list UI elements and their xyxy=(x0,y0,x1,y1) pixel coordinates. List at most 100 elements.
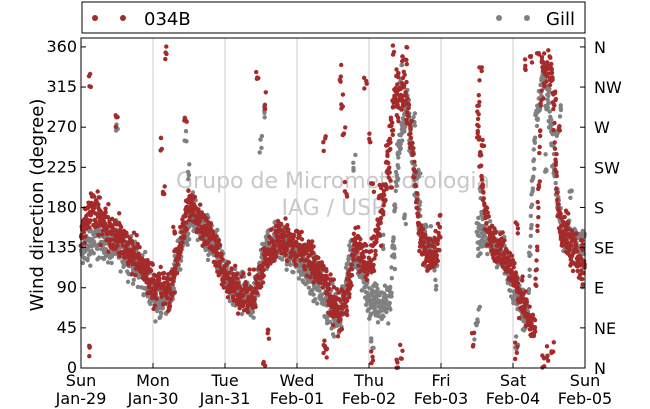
034b-point-561 xyxy=(213,259,218,265)
034b-point-2068 xyxy=(391,49,397,55)
gill-point-1353 xyxy=(402,124,408,129)
034b-point-1249 xyxy=(378,220,383,226)
gill-point-2023 xyxy=(543,169,548,174)
gill-point-720 xyxy=(251,315,256,320)
034b-point-197 xyxy=(126,262,131,267)
x-tick-weekday-0: Sun xyxy=(66,371,96,390)
034b-point-1835 xyxy=(555,197,560,202)
gill-point-1955 xyxy=(262,115,267,120)
034b-point-1762 xyxy=(538,133,543,139)
gill-point-2030 xyxy=(558,103,563,108)
034b-point-1596 xyxy=(497,252,502,257)
034b-point-1250 xyxy=(378,215,384,221)
034b-point-811 xyxy=(273,243,278,248)
034b-point-920 xyxy=(299,229,304,235)
gill-point-1974 xyxy=(381,232,386,237)
gill-point-986 xyxy=(315,301,320,306)
034b-point-1617 xyxy=(502,238,507,243)
034b-point-1430 xyxy=(422,239,427,245)
gill-point-2002 xyxy=(369,339,374,344)
034b-point-1227 xyxy=(373,252,378,257)
034b-point-1743 xyxy=(532,329,538,334)
034b-point-1435 xyxy=(423,232,428,238)
034b-point-1154 xyxy=(356,225,361,230)
034b-point-1755 xyxy=(535,199,540,205)
gill-point-1729 xyxy=(532,140,538,145)
034b-point-1750 xyxy=(535,248,540,253)
034b-point-1403 xyxy=(415,206,420,211)
034b-point-845 xyxy=(281,230,286,235)
034b-point-1999 xyxy=(321,350,326,356)
034b-point-1296 xyxy=(390,120,395,125)
034b-point-2083 xyxy=(479,65,484,70)
gill-point-77 xyxy=(96,255,102,260)
034b-point-1178 xyxy=(361,254,367,260)
gill-point-1943 xyxy=(183,138,188,144)
gill-point-1724 xyxy=(532,166,537,171)
034b-point-1274 xyxy=(384,186,389,192)
gill-point-2027 xyxy=(555,131,560,136)
034b-point-1742 xyxy=(532,317,538,323)
gill-point-1295 xyxy=(389,290,394,296)
034b-point-2133 xyxy=(557,128,562,133)
gill-point-520 xyxy=(203,247,208,253)
034b-point-1813 xyxy=(549,70,555,75)
034b-point-1991 xyxy=(265,331,270,336)
gill-point-1338 xyxy=(400,138,405,143)
gill-point-2007 xyxy=(476,307,481,312)
x-tick-weekday-3: Wed xyxy=(280,371,315,390)
034b-point-1139 xyxy=(351,253,357,258)
034b-point-2009 xyxy=(323,134,328,139)
034b-point-2025 xyxy=(344,194,350,199)
legend-label-034b: 034B xyxy=(144,9,191,30)
034b-point-1164 xyxy=(358,236,363,242)
034b-point-697 xyxy=(245,310,251,315)
034b-point-654 xyxy=(235,311,241,316)
034b-point-1957 xyxy=(87,344,92,349)
034b-point-497 xyxy=(198,202,203,207)
034b-point-1765 xyxy=(538,128,543,133)
034b-point-1971 xyxy=(162,184,167,189)
034b-point-1579 xyxy=(493,230,498,235)
034b-point-1220 xyxy=(371,268,377,274)
034b-point-513 xyxy=(201,213,207,218)
034b-point-1053 xyxy=(331,294,336,299)
034b-point-1985 xyxy=(256,76,261,81)
034b-point-327 xyxy=(156,271,162,276)
034b-point-2031 xyxy=(364,78,369,84)
034b-point-285 xyxy=(146,285,152,290)
034b-point-2033 xyxy=(361,75,367,81)
034b-point-2055 xyxy=(396,70,401,76)
gill-point-994 xyxy=(317,288,322,293)
034b-point-964 xyxy=(310,239,315,244)
034b-point-1833 xyxy=(554,186,559,191)
034b-point-1825 xyxy=(552,146,558,151)
034b-point-1525 xyxy=(480,185,485,190)
034b-point-1528 xyxy=(481,190,486,195)
034b-point-643 xyxy=(233,263,238,268)
034b-point-1942 xyxy=(580,247,585,252)
034b-point-956 xyxy=(308,275,313,280)
034b-point-1992 xyxy=(265,327,271,332)
gill-point-167 xyxy=(118,269,123,274)
034b-point-1054 xyxy=(331,277,336,282)
034b-point-1941 xyxy=(580,242,585,247)
034b-point-1884 xyxy=(567,247,572,252)
compass-label-4: S xyxy=(594,198,604,217)
034b-point-1374 xyxy=(408,126,413,132)
034b-point-2048 xyxy=(394,357,399,362)
gill-point-1303 xyxy=(390,239,396,244)
034b-point-1961 xyxy=(115,114,120,120)
034b-point-1815 xyxy=(550,77,555,83)
gill-point-1528 xyxy=(485,251,490,257)
034b-point-402 xyxy=(175,261,180,267)
gill-point-1294 xyxy=(389,294,394,299)
034b-point-2084 xyxy=(477,78,482,83)
034b-point-1351 xyxy=(402,72,407,78)
034b-point-293 xyxy=(148,268,154,273)
gill-point-1728 xyxy=(532,135,538,140)
gill-point-1291 xyxy=(388,307,393,312)
034b-point-650 xyxy=(234,272,240,277)
y-tick-label-7: 315 xyxy=(46,77,77,96)
